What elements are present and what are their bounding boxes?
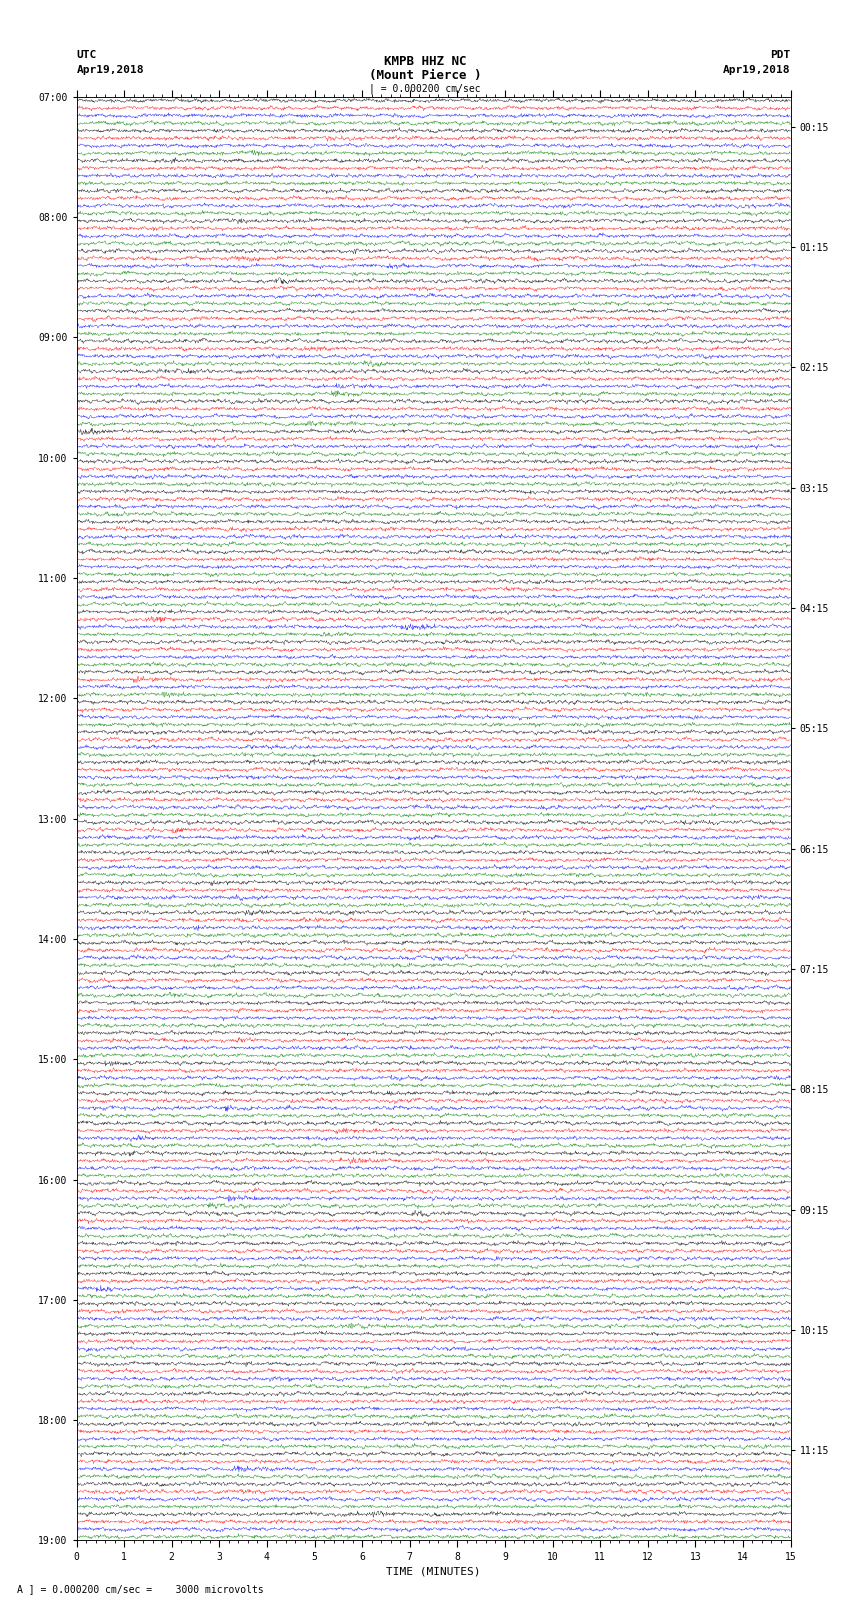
- Text: Apr19,2018: Apr19,2018: [723, 65, 791, 74]
- Text: | = 0.000200 cm/sec: | = 0.000200 cm/sec: [369, 84, 481, 95]
- Text: PDT: PDT: [770, 50, 790, 60]
- Text: KMPB HHZ NC: KMPB HHZ NC: [383, 55, 467, 68]
- X-axis label: TIME (MINUTES): TIME (MINUTES): [386, 1566, 481, 1576]
- Text: Apr19,2018: Apr19,2018: [76, 65, 144, 74]
- Text: A ] = 0.000200 cm/sec =    3000 microvolts: A ] = 0.000200 cm/sec = 3000 microvolts: [17, 1584, 264, 1594]
- Text: (Mount Pierce ): (Mount Pierce ): [369, 69, 481, 82]
- Text: UTC: UTC: [76, 50, 97, 60]
